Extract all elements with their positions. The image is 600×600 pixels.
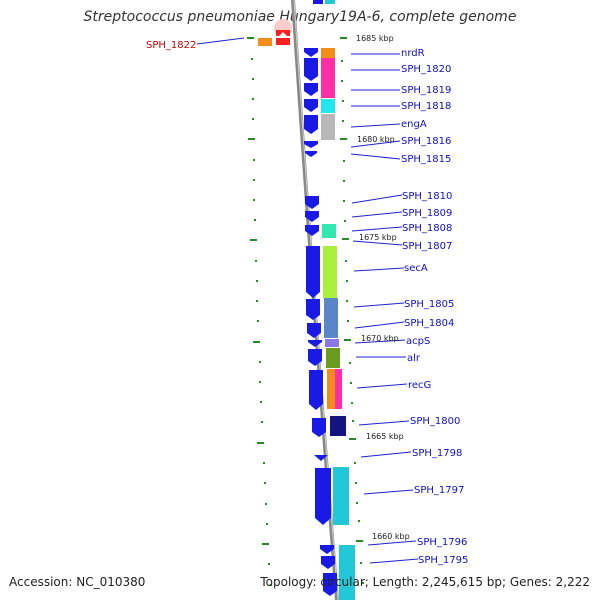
cds-track[interactable] — [304, 48, 337, 596]
gene-label-sph1822[interactable]: SPH_1822 — [146, 40, 196, 51]
gene-label-sph1810[interactable]: SPH_1810 — [402, 191, 452, 202]
highlight-marker — [277, 32, 289, 38]
gene-label-enga[interactable]: engA — [401, 119, 427, 130]
gene-label-sph1807[interactable]: SPH_1807 — [402, 241, 452, 252]
gene-label-acps[interactable]: acpS — [406, 336, 430, 347]
gene-label-sph1797[interactable]: SPH_1797 — [414, 485, 464, 496]
gene-label-sph1815[interactable]: SPH_1815 — [401, 154, 451, 165]
gene-label-sph1796[interactable]: SPH_1796 — [417, 537, 467, 548]
right-tick-track — [340, 37, 364, 584]
topology-summary: Topology: circular; Length: 2,245,615 bp… — [260, 575, 590, 589]
gene-label-sph1805[interactable]: SPH_1805 — [404, 299, 454, 310]
gene-block-red-2[interactable] — [276, 38, 290, 45]
gene-label-sph1820[interactable]: SPH_1820 — [401, 64, 451, 75]
gene-label-sph1818[interactable]: SPH_1818 — [401, 101, 451, 112]
leader-lines — [196, 37, 419, 564]
gene-label-sph1808[interactable]: SPH_1808 — [402, 223, 452, 234]
feature-track[interactable] — [321, 48, 355, 600]
left-tick-track — [247, 37, 272, 586]
gene-label-recg[interactable]: recG — [408, 380, 431, 391]
feature-block-top[interactable] — [325, 0, 335, 4]
gene-label-sph1816[interactable]: SPH_1816 — [401, 136, 451, 147]
gene-label-alr[interactable]: alr — [407, 353, 421, 364]
gene-label-sph1800[interactable]: SPH_1800 — [410, 416, 460, 427]
accession-label: Accession: NC_010380 — [9, 575, 146, 589]
scale-label-1665: 1665 kbp — [366, 432, 404, 441]
cds-arrow-top[interactable] — [313, 0, 323, 4]
scale-label-1680: 1680 kbp — [357, 135, 395, 144]
gene-label-sph1795[interactable]: SPH_1795 — [418, 555, 468, 566]
gene-label-sph1804[interactable]: SPH_1804 — [404, 318, 454, 329]
gene-label-sph1798[interactable]: SPH_1798 — [412, 448, 462, 459]
scale-label-1675: 1675 kbp — [359, 233, 397, 242]
gene-label-sph1809[interactable]: SPH_1809 — [402, 208, 452, 219]
genome-title: Streptococcus pneumoniae Hungary19A-6, c… — [83, 9, 517, 25]
gene-label-seca[interactable]: secA — [404, 263, 428, 274]
scale-label-1670: 1670 kbp — [361, 334, 399, 343]
scale-label-1660: 1660 kbp — [372, 532, 410, 541]
gene-block-sph1822[interactable] — [258, 38, 272, 46]
gene-label-sph1819[interactable]: SPH_1819 — [401, 85, 451, 96]
gene-label-nrdr[interactable]: nrdR — [401, 48, 425, 59]
scale-label-1685: 1685 kbp — [356, 34, 394, 43]
